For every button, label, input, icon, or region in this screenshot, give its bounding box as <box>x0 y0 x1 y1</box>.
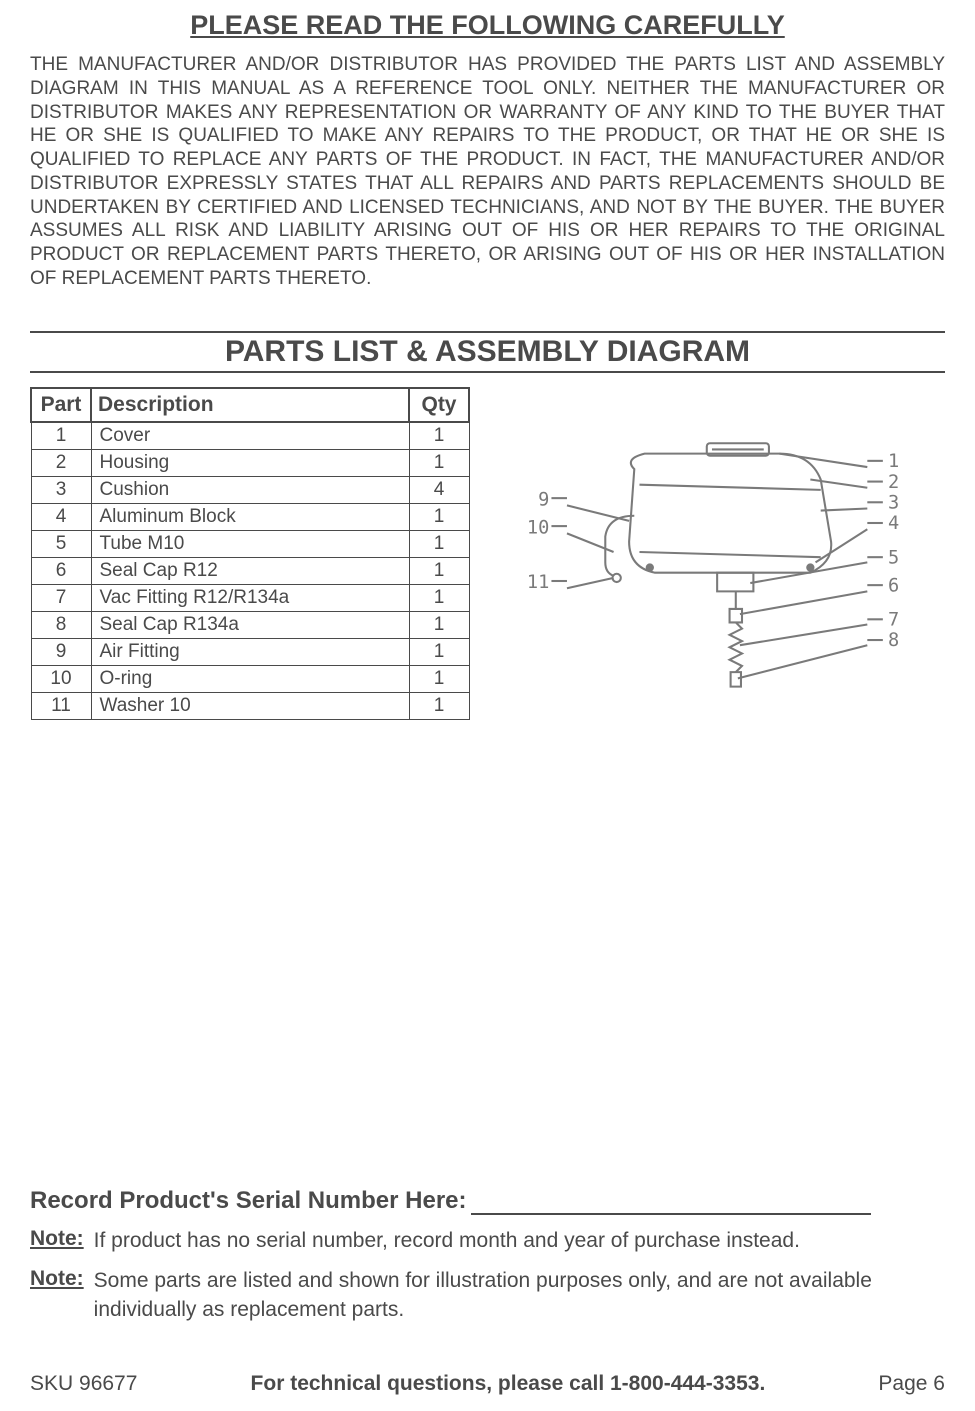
table-row: 9Air Fitting1 <box>31 638 469 665</box>
cell-description: Washer 10 <box>91 692 409 719</box>
cell-part: 10 <box>31 665 91 692</box>
cell-description: Aluminum Block <box>91 503 409 530</box>
warranty-paragraph: THE MANUFACTURER AND/OR DISTRIBUTOR HAS … <box>30 53 945 291</box>
cell-description: Air Fitting <box>91 638 409 665</box>
header-qty: Qty <box>409 388 469 422</box>
callout-6: 6 <box>888 575 899 596</box>
header-part: Part <box>31 388 91 422</box>
cell-qty: 1 <box>409 611 469 638</box>
serial-heading: Record Product's Serial Number Here: <box>30 1187 945 1215</box>
footer-phone: For technical questions, please call 1-8… <box>251 1372 766 1396</box>
cell-qty: 1 <box>409 692 469 719</box>
table-row: 11Washer 101 <box>31 692 469 719</box>
cell-part: 2 <box>31 449 91 476</box>
cell-part: 9 <box>31 638 91 665</box>
cell-qty: 1 <box>409 557 469 584</box>
cell-part: 3 <box>31 476 91 503</box>
callout-2: 2 <box>888 471 899 492</box>
note-label: Note: <box>30 1227 84 1255</box>
cell-qty: 1 <box>409 665 469 692</box>
table-row: 3Cushion4 <box>31 476 469 503</box>
cell-part: 5 <box>31 530 91 557</box>
cell-qty: 1 <box>409 422 469 450</box>
serial-section: Record Product's Serial Number Here: Not… <box>30 1187 945 1336</box>
cell-description: Seal Cap R12 <box>91 557 409 584</box>
cell-qty: 1 <box>409 449 469 476</box>
cell-description: Tube M10 <box>91 530 409 557</box>
note-row: Note: If product has no serial number, re… <box>30 1227 945 1255</box>
assembly-diagram-svg: 9 10 11 1 2 3 4 5 6 7 8 <box>510 407 945 718</box>
table-row: 4Aluminum Block1 <box>31 503 469 530</box>
table-row: 10O-ring1 <box>31 665 469 692</box>
cell-part: 7 <box>31 584 91 611</box>
callout-8: 8 <box>888 630 899 651</box>
cell-description: Cushion <box>91 476 409 503</box>
table-row: 2Housing1 <box>31 449 469 476</box>
cell-part: 8 <box>31 611 91 638</box>
header-description: Description <box>91 388 409 422</box>
serial-blank-line <box>471 1213 871 1215</box>
assembly-diagram: 9 10 11 1 2 3 4 5 6 7 8 <box>510 387 945 723</box>
cell-qty: 1 <box>409 638 469 665</box>
cell-description: Cover <box>91 422 409 450</box>
note-row: Note:Some parts are listed and shown for… <box>30 1267 945 1324</box>
cell-part: 11 <box>31 692 91 719</box>
note-text: Some parts are listed and shown for illu… <box>94 1267 945 1324</box>
note-text: If product has no serial number, record … <box>94 1227 800 1255</box>
please-read-heading: PLEASE READ THE FOLLOWING CAREFULLY <box>30 10 945 41</box>
table-row: 1Cover1 <box>31 422 469 450</box>
parts-list-banner: PARTS LIST & ASSEMBLY DIAGRAM <box>30 331 945 373</box>
table-row: 8Seal Cap R134a1 <box>31 611 469 638</box>
cell-part: 1 <box>31 422 91 450</box>
note-label: Note: <box>30 1267 84 1324</box>
serial-heading-text: Record Product's Serial Number Here: <box>30 1187 467 1214</box>
footer-page: Page 6 <box>878 1372 945 1396</box>
table-header-row: Part Description Qty <box>31 388 469 422</box>
cell-description: Housing <box>91 449 409 476</box>
page-footer: SKU 96677 For technical questions, pleas… <box>30 1372 945 1396</box>
cell-description: O-ring <box>91 665 409 692</box>
cell-qty: 1 <box>409 584 469 611</box>
table-row: 5Tube M101 <box>31 530 469 557</box>
footer-sku: SKU 96677 <box>30 1372 137 1396</box>
callout-11: 11 <box>527 572 549 593</box>
callout-4: 4 <box>888 513 899 534</box>
table-row: 7Vac Fitting R12/R134a1 <box>31 584 469 611</box>
cell-qty: 4 <box>409 476 469 503</box>
callout-7: 7 <box>888 609 899 630</box>
cell-description: Seal Cap R134a <box>91 611 409 638</box>
callout-5: 5 <box>888 547 899 568</box>
callout-1: 1 <box>888 451 899 472</box>
cell-qty: 1 <box>409 503 469 530</box>
table-row: 6Seal Cap R121 <box>31 557 469 584</box>
parts-table: Part Description Qty 1Cover12Housing13Cu… <box>30 387 470 720</box>
cell-part: 6 <box>31 557 91 584</box>
callout-9: 9 <box>538 489 549 510</box>
cell-description: Vac Fitting R12/R134a <box>91 584 409 611</box>
callout-10: 10 <box>527 517 549 538</box>
cell-part: 4 <box>31 503 91 530</box>
cell-qty: 1 <box>409 530 469 557</box>
parts-content-row: Part Description Qty 1Cover12Housing13Cu… <box>30 387 945 723</box>
callout-3: 3 <box>888 492 899 513</box>
